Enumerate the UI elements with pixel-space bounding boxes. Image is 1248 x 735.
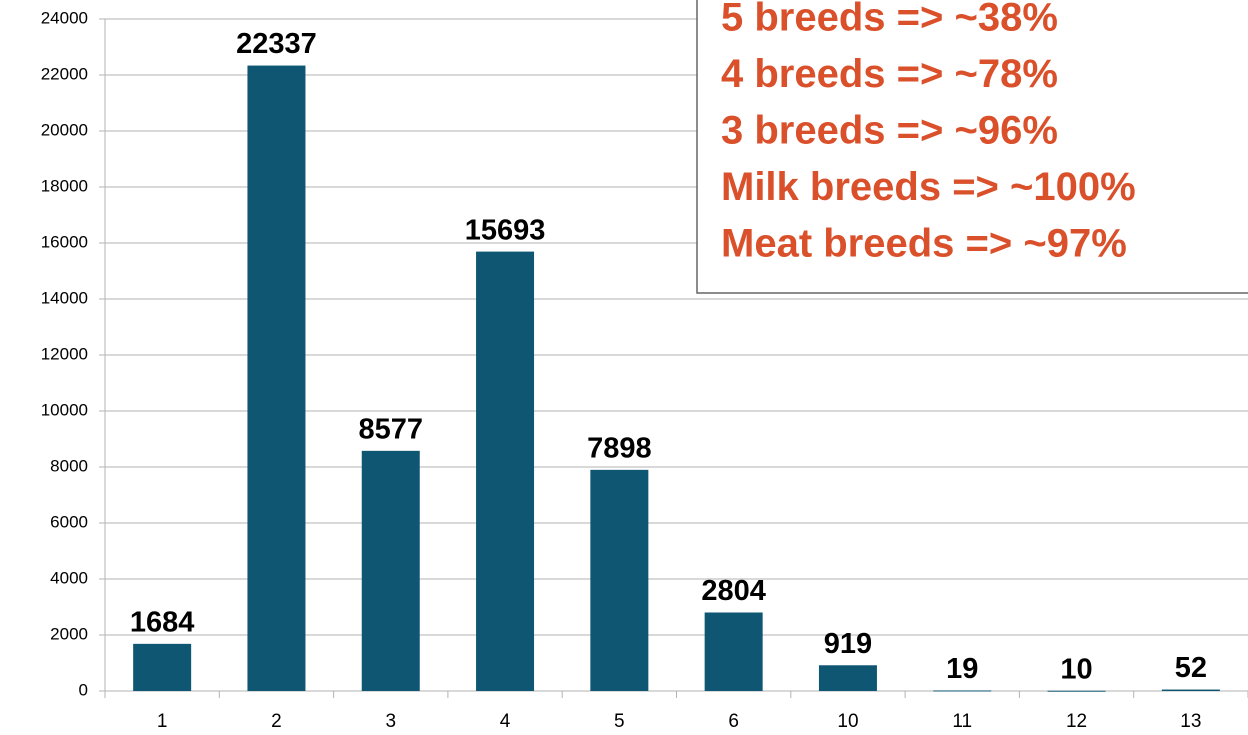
x-tick-label: 3 <box>385 711 396 732</box>
x-tick-label: 5 <box>614 711 625 732</box>
data-label: 8577 <box>358 414 423 446</box>
y-tick-label: 12000 <box>41 344 88 363</box>
bar <box>1161 689 1220 691</box>
x-tick-label: 4 <box>500 711 511 732</box>
data-label: 22337 <box>236 28 317 60</box>
bar <box>818 665 877 691</box>
y-tick-label: 0 <box>79 680 88 699</box>
bar <box>247 65 306 691</box>
y-tick-label: 6000 <box>50 512 88 531</box>
bar <box>476 251 535 691</box>
y-tick-label: 18000 <box>41 176 88 195</box>
annotation: 3 breeds => ~96% <box>721 109 1058 153</box>
data-label: 2804 <box>701 575 766 607</box>
x-tick-label: 13 <box>1180 711 1201 732</box>
bar <box>361 450 420 691</box>
bar <box>590 469 649 691</box>
data-label: 52 <box>1175 652 1207 684</box>
data-label: 19 <box>946 653 978 685</box>
y-tick-label: 20000 <box>41 120 88 139</box>
annotation-box <box>696 0 1248 294</box>
data-label: 15693 <box>465 214 546 246</box>
y-tick-label: 14000 <box>41 288 88 307</box>
data-label: 10 <box>1060 653 1092 685</box>
annotation: 4 breeds => ~78% <box>721 52 1058 96</box>
y-tick-label: 4000 <box>50 568 88 587</box>
annotation: Milk breeds => ~100% <box>721 165 1136 209</box>
y-tick-label: 8000 <box>50 456 88 475</box>
bar <box>933 690 992 692</box>
bar <box>1047 690 1106 692</box>
x-tick-label: 6 <box>728 711 739 732</box>
x-tick-label: 10 <box>837 711 858 732</box>
x-tick-label: 11 <box>952 711 972 732</box>
bar <box>133 643 192 691</box>
bar <box>704 612 763 691</box>
y-tick-label: 16000 <box>41 232 88 251</box>
x-tick-label: 12 <box>1066 711 1087 732</box>
x-tick-label: 2 <box>271 711 282 732</box>
data-label: 919 <box>824 628 872 660</box>
y-tick-label: 2000 <box>50 624 88 643</box>
y-tick-label: 10000 <box>41 400 88 419</box>
data-label: 1684 <box>130 607 195 639</box>
x-tick-label: 1 <box>157 711 168 732</box>
y-tick-label: 22000 <box>41 64 88 83</box>
data-label: 7898 <box>587 433 652 465</box>
y-tick-label: 24000 <box>41 8 88 27</box>
annotation: Meat breeds => ~97% <box>721 222 1127 266</box>
annotation: 5 breeds => ~38% <box>721 0 1058 40</box>
